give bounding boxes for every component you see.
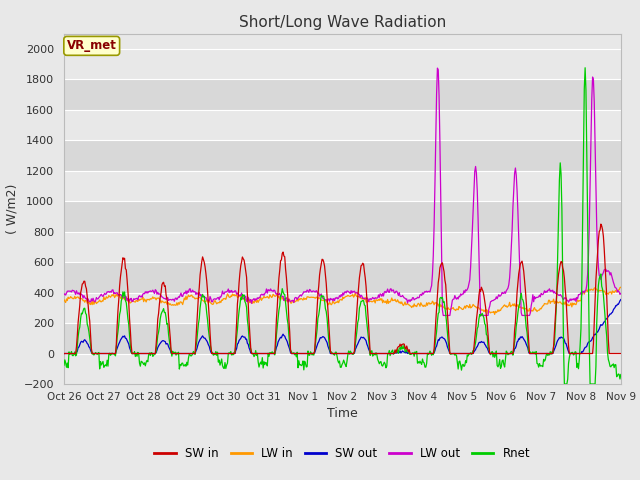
- Bar: [64, 354, 621, 384]
- Bar: [64, 171, 621, 201]
- Bar: [64, 79, 621, 110]
- X-axis label: Time: Time: [327, 407, 358, 420]
- Bar: [64, 110, 621, 140]
- Bar: [64, 293, 621, 323]
- Text: VR_met: VR_met: [67, 39, 116, 52]
- Y-axis label: ( W/m2): ( W/m2): [5, 184, 18, 234]
- Bar: [64, 262, 621, 293]
- Bar: [64, 201, 621, 232]
- Title: Short/Long Wave Radiation: Short/Long Wave Radiation: [239, 15, 446, 30]
- Bar: [64, 323, 621, 354]
- Bar: [64, 49, 621, 79]
- Bar: [64, 232, 621, 262]
- Bar: [64, 140, 621, 171]
- Legend: SW in, LW in, SW out, LW out, Rnet: SW in, LW in, SW out, LW out, Rnet: [150, 443, 535, 465]
